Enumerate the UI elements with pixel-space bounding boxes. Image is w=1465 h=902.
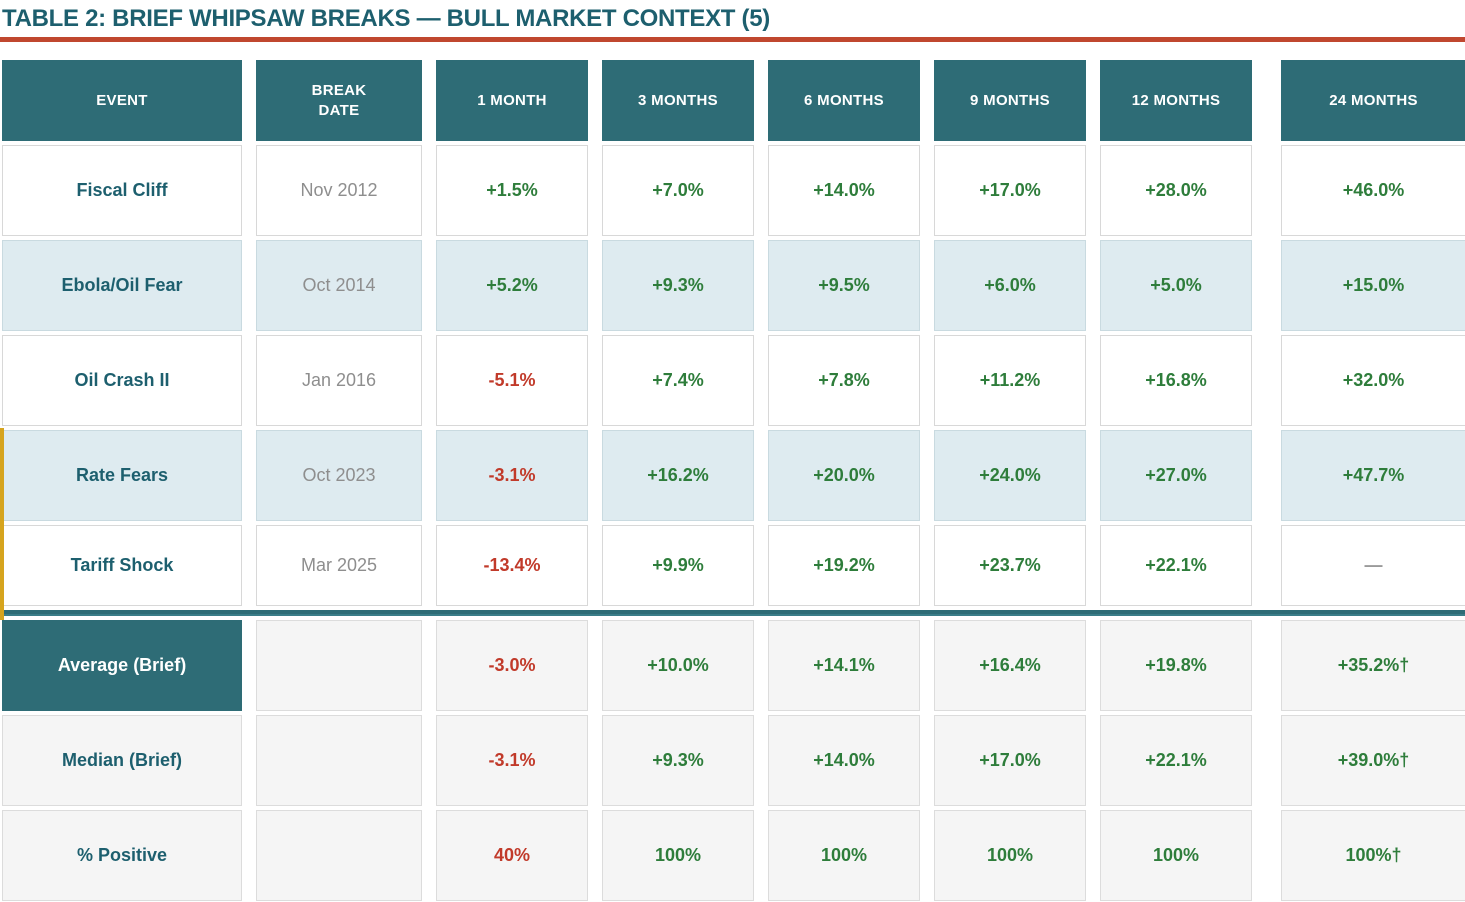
summary-value-cell: +16.4% [934, 620, 1086, 711]
return-value-cell: +7.0% [602, 145, 754, 236]
return-value-cell: +9.9% [602, 525, 754, 606]
summary-value-cell: -3.0% [436, 620, 588, 711]
date-cell: Nov 2012 [256, 145, 422, 236]
header-cell-7: 24 MONTHS [1281, 60, 1465, 141]
header-cell-2: 1 MONTH [436, 60, 588, 141]
recent-events-highlight-bar [0, 428, 4, 620]
event-cell: Fiscal Cliff [2, 145, 242, 236]
header-cell-0: EVENT [2, 60, 242, 141]
return-value-cell: +14.0% [768, 145, 920, 236]
summary-value-cell: +14.1% [768, 620, 920, 711]
summary-label-cell: Average (Brief) [2, 620, 242, 711]
return-value-cell: +16.2% [602, 430, 754, 521]
return-value-cell: +20.0% [768, 430, 920, 521]
return-value-cell: +27.0% [1100, 430, 1252, 521]
return-value-cell: +6.0% [934, 240, 1086, 331]
summary-value-cell: +17.0% [934, 715, 1086, 806]
event-cell: Oil Crash II [2, 335, 242, 426]
page-title: TABLE 2: BRIEF WHIPSAW BREAKS — BULL MAR… [2, 5, 770, 32]
summary-value-cell: +14.0% [768, 715, 920, 806]
return-value-cell: +17.0% [934, 145, 1086, 236]
summary-label-cell: Median (Brief) [2, 715, 242, 806]
header-cell-4: 6 MONTHS [768, 60, 920, 141]
return-value-cell: +47.7% [1281, 430, 1465, 521]
return-value-cell: +23.7% [934, 525, 1086, 606]
summary-value-cell: +19.8% [1100, 620, 1252, 711]
return-value-cell: +15.0% [1281, 240, 1465, 331]
return-value-cell: -13.4% [436, 525, 588, 606]
summary-value-cell: +10.0% [602, 620, 754, 711]
return-value-cell: +9.5% [768, 240, 920, 331]
return-value-cell: +16.8% [1100, 335, 1252, 426]
return-value-cell: +1.5% [436, 145, 588, 236]
header-cell-5: 9 MONTHS [934, 60, 1086, 141]
return-value-cell: +7.4% [602, 335, 754, 426]
return-value-cell: +11.2% [934, 335, 1086, 426]
date-cell: Jan 2016 [256, 335, 422, 426]
summary-value-cell: 100% [768, 810, 920, 901]
summary-value-cell: -3.1% [436, 715, 588, 806]
return-value-cell: +19.2% [768, 525, 920, 606]
summary-empty-date-cell [256, 810, 422, 901]
return-value-cell: +7.8% [768, 335, 920, 426]
return-value-cell: -5.1% [436, 335, 588, 426]
return-value-cell: +5.0% [1100, 240, 1252, 331]
return-value-cell: — [1281, 525, 1465, 606]
summary-value-cell: +35.2%† [1281, 620, 1465, 711]
return-value-cell: +9.3% [602, 240, 754, 331]
return-value-cell: -3.1% [436, 430, 588, 521]
header-cell-1: BREAK DATE [256, 60, 422, 141]
summary-empty-date-cell [256, 620, 422, 711]
title-underline-rule [0, 37, 1465, 42]
event-cell: Tariff Shock [2, 525, 242, 606]
date-cell: Mar 2025 [256, 525, 422, 606]
summary-value-cell: 100% [1100, 810, 1252, 901]
return-value-cell: +28.0% [1100, 145, 1252, 236]
summary-empty-date-cell [256, 715, 422, 806]
header-cell-3: 3 MONTHS [602, 60, 754, 141]
summary-value-cell: 100%† [1281, 810, 1465, 901]
summary-value-cell: +22.1% [1100, 715, 1252, 806]
summary-label-cell: % Positive [2, 810, 242, 901]
summary-value-cell: 100% [602, 810, 754, 901]
return-value-cell: +46.0% [1281, 145, 1465, 236]
summary-divider-rule [2, 610, 1465, 616]
summary-value-cell: 40% [436, 810, 588, 901]
summary-value-cell: +39.0%† [1281, 715, 1465, 806]
return-value-cell: +5.2% [436, 240, 588, 331]
event-cell: Ebola/Oil Fear [2, 240, 242, 331]
summary-value-cell: +9.3% [602, 715, 754, 806]
return-value-cell: +22.1% [1100, 525, 1252, 606]
event-cell: Rate Fears [2, 430, 242, 521]
return-value-cell: +32.0% [1281, 335, 1465, 426]
whipsaw-table-page: TABLE 2: BRIEF WHIPSAW BREAKS — BULL MAR… [0, 4, 1465, 902]
date-cell: Oct 2023 [256, 430, 422, 521]
return-value-cell: +24.0% [934, 430, 1086, 521]
header-cell-6: 12 MONTHS [1100, 60, 1252, 141]
summary-value-cell: 100% [934, 810, 1086, 901]
date-cell: Oct 2014 [256, 240, 422, 331]
whipsaw-breaks-table: EVENT BREAK DATE 1 MONTH 3 MONTHS 6 MONTHS 9 … [0, 60, 1465, 901]
